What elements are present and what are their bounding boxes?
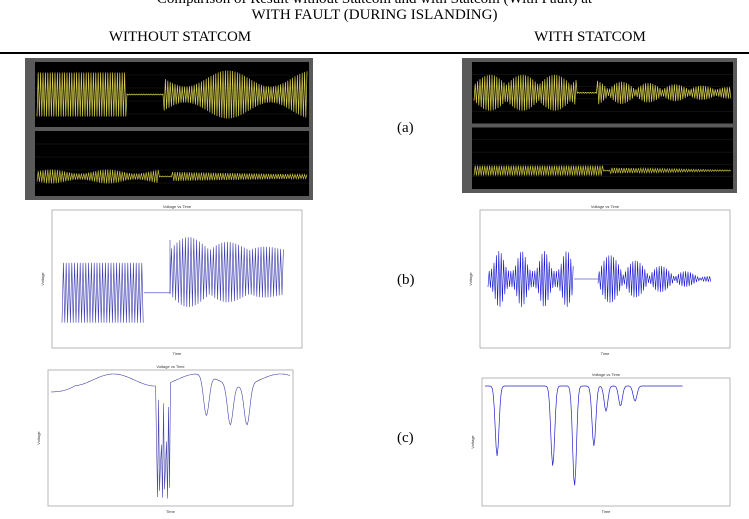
waveform [487,250,574,308]
plot-title: Voltage vs Time [591,204,620,209]
scope-screen [35,131,309,196]
column-header: WITHOUT STATCOM [108,29,252,45]
plot-frame [481,377,731,507]
plot-ylabel: Voltage [468,272,473,286]
scope-screen [472,127,733,189]
waveform [36,169,308,184]
waveform [61,262,144,323]
waveform [473,74,732,111]
plot-xlabel: Time [601,351,611,356]
plot-xlabel: Time [602,509,612,514]
waveform [473,165,732,176]
plot-title: Voltage vs Time [156,364,185,369]
caption: Comparison of Result without Statcom and… [0,0,749,8]
column-header: WITH STATCOM [534,29,646,45]
trace [485,385,683,486]
plot-ylabel: Voltage [40,272,45,286]
plot-xlabel: Time [166,509,176,514]
title: WITH FAULT (DURING ISLANDING) [251,7,498,23]
row-label: (b) [397,272,415,288]
row-label: (a) [397,120,414,136]
plot-ylabel: Voltage [470,435,475,449]
row-label: (c) [397,430,414,446]
plot-title: Voltage vs Time [592,372,621,377]
trace [50,373,291,499]
waveform [36,70,308,119]
rule [0,52,749,54]
plot-ylabel: Voltage [36,431,41,445]
plot-xlabel: Time [173,351,183,356]
waveform [597,255,712,303]
plot-title: Voltage vs Time [163,204,192,209]
waveform [169,237,284,308]
